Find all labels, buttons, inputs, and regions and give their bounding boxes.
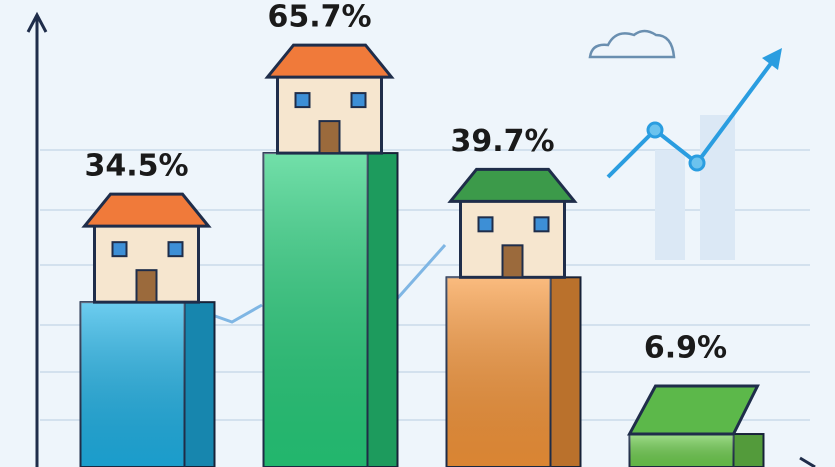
bar-shine: [80, 302, 185, 467]
bar-side: [183, 301, 216, 467]
house-window: [111, 241, 128, 258]
house-window: [167, 241, 184, 258]
bar-side: [366, 152, 399, 467]
house-icon: [447, 167, 578, 279]
bar-shine: [629, 434, 734, 467]
bar-shine: [263, 153, 368, 467]
trend-decoration: [214, 29, 782, 324]
house-door: [135, 269, 158, 304]
value-label: 39.7%: [450, 124, 554, 159]
house-roof: [264, 43, 395, 79]
value-label: 34.5%: [84, 149, 188, 184]
house-window: [477, 216, 494, 233]
bar-side: [549, 276, 582, 467]
house-roof: [447, 167, 578, 203]
bar-side: [732, 433, 765, 467]
house-icon: [264, 43, 395, 155]
house-window: [533, 216, 550, 233]
house-door: [318, 120, 341, 155]
house-door: [501, 244, 524, 279]
bars: 34.5% 65.7% 39.7% 6.9%: [79, 0, 765, 467]
axes: [26, 11, 816, 467]
bar-shine: [446, 277, 551, 467]
value-label: 6.9%: [644, 331, 727, 366]
house-window: [350, 92, 367, 109]
house-icon: [81, 192, 212, 304]
money-icon: [626, 384, 760, 436]
house-roof: [81, 192, 212, 228]
value-label: 65.7%: [267, 0, 371, 35]
house-window: [294, 92, 311, 109]
